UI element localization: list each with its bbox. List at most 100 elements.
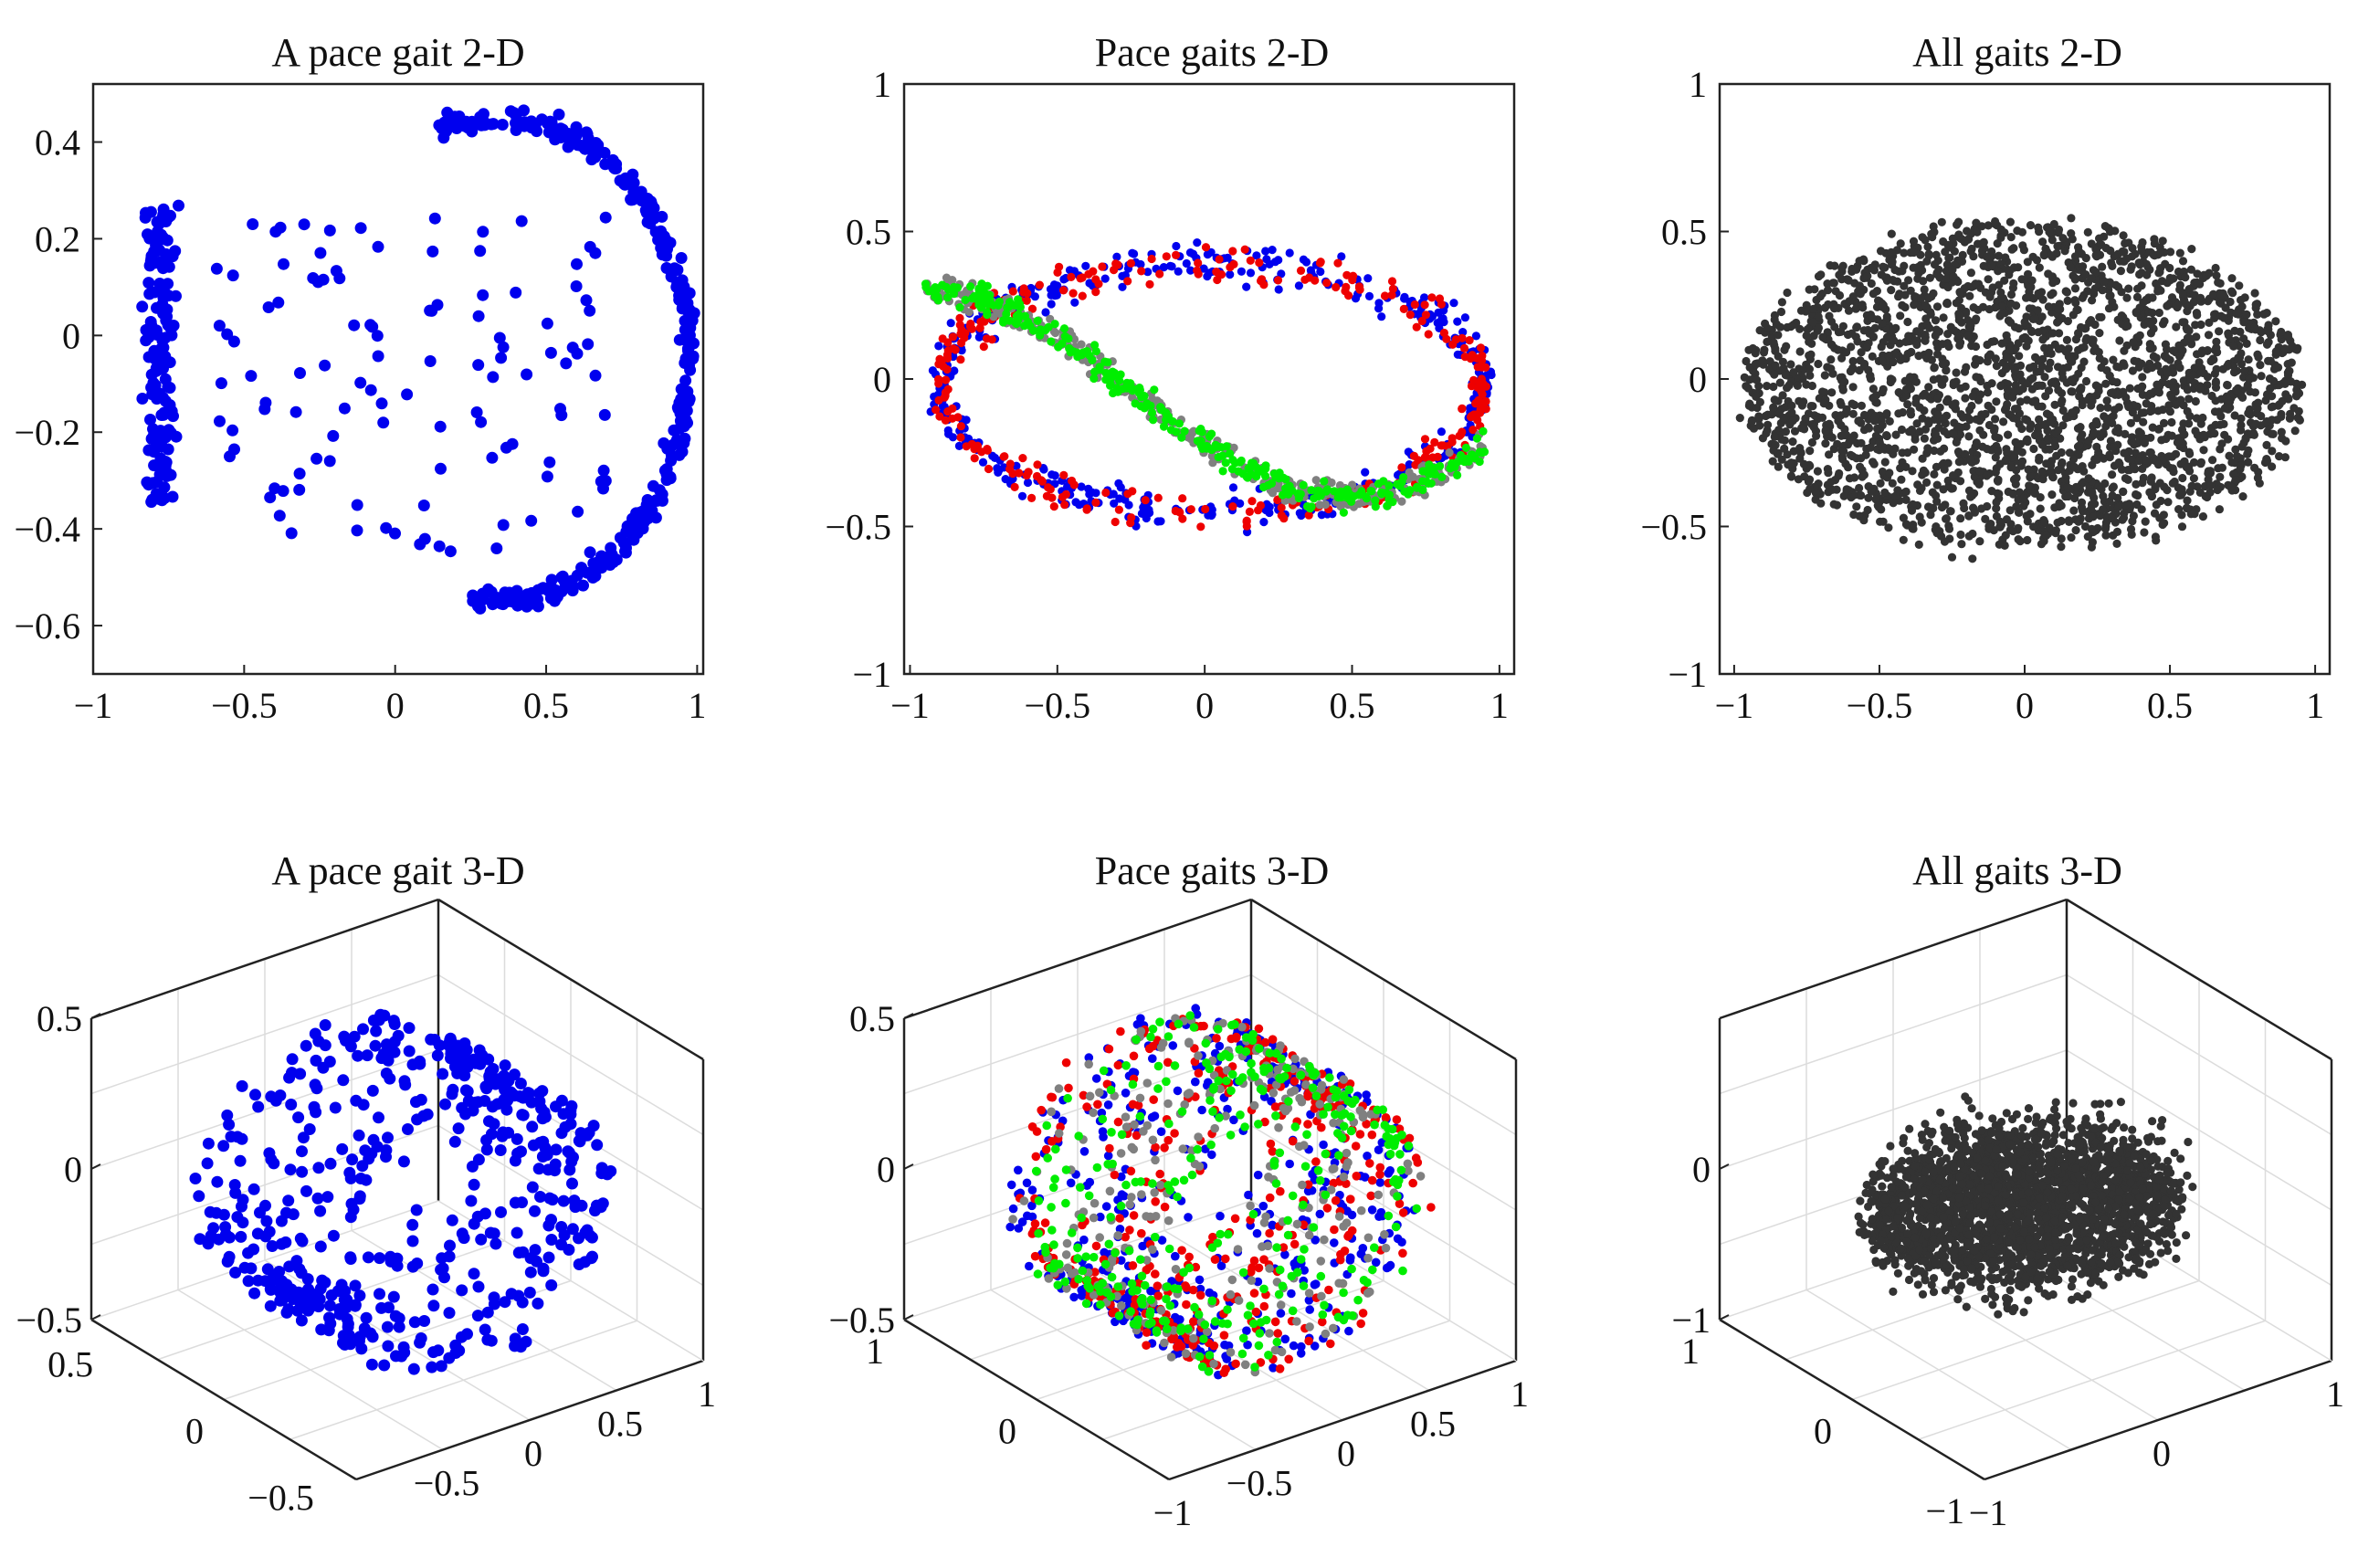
data-point (566, 1177, 578, 1190)
data-point (2111, 426, 2121, 437)
data-point (453, 1344, 466, 1357)
data-point (581, 566, 594, 579)
data-point (934, 360, 943, 369)
data-point (2135, 331, 2144, 340)
data-point (1047, 300, 1056, 309)
data-point (2068, 235, 2077, 244)
data-point (2188, 370, 2198, 380)
data-point (478, 108, 489, 121)
data-point (2277, 412, 2286, 421)
data-point (1473, 397, 1482, 406)
data-point (2178, 318, 2187, 327)
data-point (1784, 381, 1794, 390)
data-point (1465, 336, 1474, 345)
data-point (944, 285, 953, 294)
data-point (1859, 470, 1869, 479)
data-point (1924, 383, 1933, 392)
data-point (1830, 322, 1839, 331)
data-point (953, 413, 963, 422)
data-point (354, 222, 367, 235)
data-point (2006, 289, 2016, 300)
data-point (428, 212, 441, 225)
data-point (2023, 258, 2032, 267)
data-point (2196, 320, 2205, 330)
data-point (2006, 233, 2016, 242)
data-point (965, 321, 974, 331)
data-point (1819, 399, 1828, 408)
data-point (1852, 323, 1861, 332)
data-point (1952, 299, 1961, 308)
data-point (1878, 319, 1887, 328)
data-point (2061, 414, 2070, 423)
data-point (521, 368, 533, 381)
data-point (2280, 453, 2290, 462)
data-point (1919, 277, 1928, 286)
data-point (508, 107, 521, 120)
data-point (1842, 348, 1851, 357)
data-point (1246, 256, 1255, 265)
data-point (2232, 385, 2241, 395)
data-point (1228, 502, 1237, 511)
data-point (1334, 490, 1343, 500)
data-point (153, 244, 166, 257)
data-point (2061, 347, 2070, 356)
data-point (2201, 491, 2210, 501)
data-point (392, 1029, 405, 1042)
data-point (2271, 317, 2280, 326)
data-point (1977, 504, 1986, 513)
data-point (599, 211, 612, 224)
data-point (2108, 470, 2117, 479)
data-point (147, 376, 160, 389)
data-point (1005, 316, 1015, 325)
data-point (2150, 509, 2160, 518)
data-point (570, 280, 583, 292)
data-point (584, 304, 596, 317)
data-point (676, 274, 689, 287)
data-point (372, 240, 384, 253)
data-point (2149, 352, 2158, 361)
x-tick-label: 0 (2016, 685, 2034, 726)
data-point (679, 414, 692, 426)
data-point (2254, 353, 2263, 362)
data-point (1208, 458, 1217, 468)
data-point (1972, 218, 1981, 227)
data-point (1857, 490, 1866, 500)
data-point (1949, 429, 1958, 438)
data-point (1827, 388, 1837, 397)
data-point (1295, 509, 1304, 518)
data-point (1458, 404, 1467, 413)
data-point (294, 367, 306, 379)
data-point (1899, 513, 1908, 522)
data-point (2206, 356, 2216, 366)
data-point (2227, 274, 2237, 283)
data-point (1894, 388, 1903, 397)
data-point (252, 1100, 265, 1113)
data-point (2081, 254, 2090, 263)
data-point (673, 289, 686, 302)
data-point (2104, 304, 2114, 313)
data-point (1964, 322, 1974, 331)
data-point (511, 1147, 524, 1160)
data-point (1938, 360, 1947, 369)
data-point (2230, 326, 2239, 335)
data-point (2109, 355, 2118, 364)
data-point (1805, 477, 1814, 486)
data-point (1966, 268, 1975, 278)
data-point (1468, 426, 1478, 435)
data-point (1996, 382, 2005, 391)
data-point (1780, 436, 1789, 445)
data-point (2138, 382, 2147, 391)
data-point (2058, 396, 2067, 405)
data-point (1979, 430, 1988, 439)
data-point (1780, 345, 1789, 354)
data-point (247, 1183, 260, 1195)
data-point (597, 464, 610, 477)
data-point (1047, 290, 1056, 300)
data-point (1010, 482, 1019, 492)
data-point (1761, 319, 1770, 328)
data-point (2178, 473, 2187, 483)
data-point (1156, 517, 1165, 526)
data-point (458, 1232, 470, 1245)
data-point (1274, 285, 1283, 294)
data-point (375, 1301, 388, 1314)
